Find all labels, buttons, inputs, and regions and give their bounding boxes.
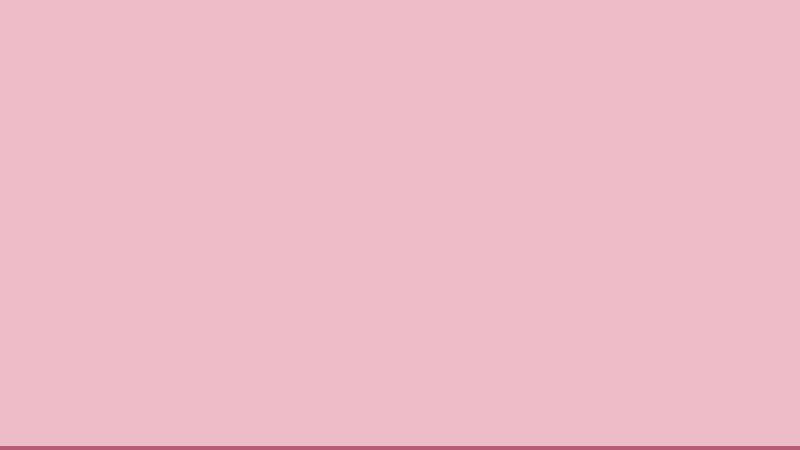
bottom-ribbon-edge: [0, 446, 800, 450]
